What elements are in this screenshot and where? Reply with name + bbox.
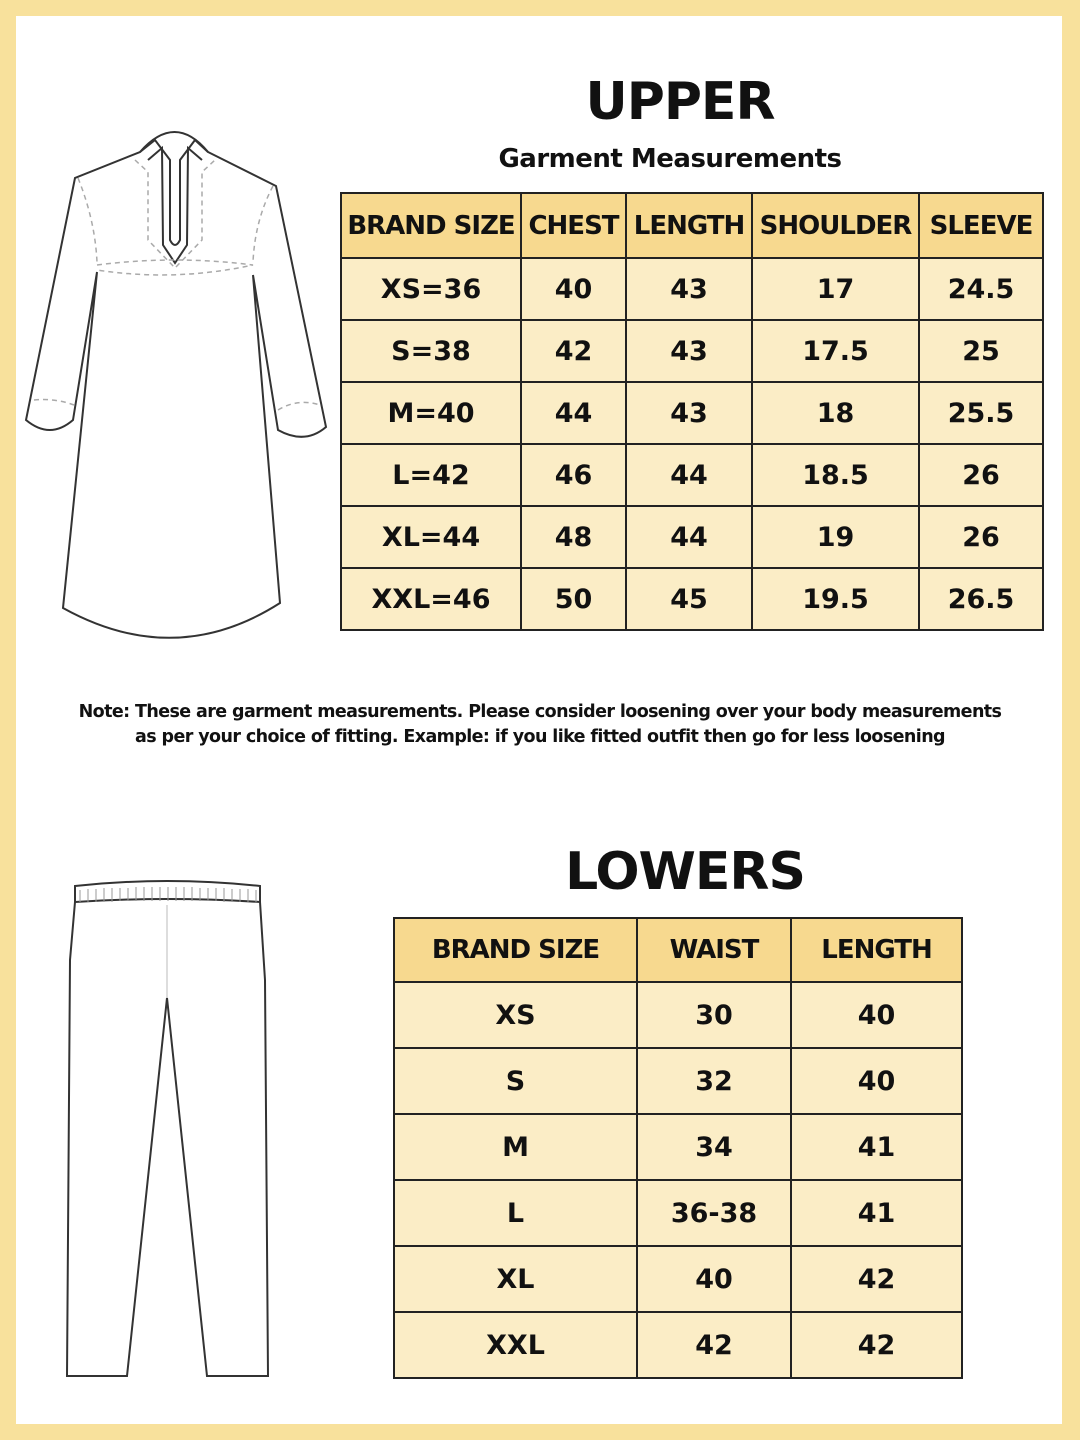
table-header-row: BRAND SIZE WAIST LENGTH	[393, 917, 963, 983]
table-cell: 44	[625, 443, 753, 507]
table-cell: 41	[790, 1179, 963, 1247]
table-cell: M=40	[340, 381, 522, 445]
header-length: LENGTH	[625, 192, 753, 259]
pants-illustration	[65, 880, 270, 1377]
upper-title: UPPER	[585, 72, 775, 132]
table-cell: 26	[918, 505, 1044, 569]
table-cell: 36-38	[636, 1179, 792, 1247]
table-cell: 46	[520, 443, 627, 507]
table-row: XS 30 40	[393, 981, 963, 1049]
table-row: XXL 42 42	[393, 1311, 963, 1379]
kurta-illustration	[24, 131, 328, 639]
table-row: L 36-38 41	[393, 1179, 963, 1247]
table-cell: 40	[790, 1047, 963, 1115]
table-cell: 30	[636, 981, 792, 1049]
table-cell: 44	[520, 381, 627, 445]
table-cell: XS=36	[340, 257, 522, 321]
note-line-2: as per your choice of fitting. Example: …	[135, 727, 946, 747]
table-cell: 18	[751, 381, 920, 445]
table-cell: L	[393, 1179, 638, 1247]
table-cell: 25	[918, 319, 1044, 383]
table-row: L=42 46 44 18.5 26	[340, 443, 1044, 507]
header-brand-size: BRAND SIZE	[393, 917, 638, 983]
table-cell: 40	[520, 257, 627, 321]
table-cell: XXL	[393, 1311, 638, 1379]
table-cell: 18.5	[751, 443, 920, 507]
table-row: XS=36 40 43 17 24.5	[340, 257, 1044, 321]
table-cell: 26.5	[918, 567, 1044, 631]
lowers-size-table: BRAND SIZE WAIST LENGTH XS 30 40 S 32 40 M 34 41…	[393, 917, 963, 1379]
table-cell: 42	[520, 319, 627, 383]
header-sleeve: SLEEVE	[918, 192, 1044, 259]
table-cell: L=42	[340, 443, 522, 507]
table-cell: S=38	[340, 319, 522, 383]
header-length: LENGTH	[790, 917, 963, 983]
table-cell: 19	[751, 505, 920, 569]
note-text: Note: These are garment measurements. Pl…	[40, 700, 1040, 750]
table-cell: 43	[625, 381, 753, 445]
table-row: XL 40 42	[393, 1245, 963, 1313]
table-cell: 50	[520, 567, 627, 631]
table-cell: S	[393, 1047, 638, 1115]
table-row: M 34 41	[393, 1113, 963, 1181]
table-row: XXL=46 50 45 19.5 26.5	[340, 567, 1044, 631]
header-waist: WAIST	[636, 917, 792, 983]
table-row: XL=44 48 44 19 26	[340, 505, 1044, 569]
table-cell: XL=44	[340, 505, 522, 569]
header-brand-size: BRAND SIZE	[340, 192, 522, 259]
table-cell: 32	[636, 1047, 792, 1115]
table-cell: XXL=46	[340, 567, 522, 631]
table-cell: 17	[751, 257, 920, 321]
table-cell: 19.5	[751, 567, 920, 631]
table-cell: 43	[625, 257, 753, 321]
table-cell: 44	[625, 505, 753, 569]
upper-subtitle: Garment Measurements	[498, 144, 842, 174]
table-cell: 42	[636, 1311, 792, 1379]
table-header-row: BRAND SIZE CHEST LENGTH SHOULDER SLEEVE	[340, 192, 1044, 259]
lowers-title: LOWERS	[565, 842, 806, 902]
table-row: M=40 44 43 18 25.5	[340, 381, 1044, 445]
table-row: S=38 42 43 17.5 25	[340, 319, 1044, 383]
table-cell: XL	[393, 1245, 638, 1313]
table-cell: XS	[393, 981, 638, 1049]
table-cell: 40	[636, 1245, 792, 1313]
table-cell: 45	[625, 567, 753, 631]
table-cell: 43	[625, 319, 753, 383]
header-chest: CHEST	[520, 192, 627, 259]
table-cell: 42	[790, 1311, 963, 1379]
table-cell: 25.5	[918, 381, 1044, 445]
header-shoulder: SHOULDER	[751, 192, 920, 259]
note-line-1: Note: These are garment measurements. Pl…	[78, 702, 1002, 722]
table-cell: 41	[790, 1113, 963, 1181]
table-cell: 26	[918, 443, 1044, 507]
table-cell: M	[393, 1113, 638, 1181]
upper-size-table: BRAND SIZE CHEST LENGTH SHOULDER SLEEVE …	[340, 192, 1044, 631]
table-cell: 42	[790, 1245, 963, 1313]
table-cell: 34	[636, 1113, 792, 1181]
table-cell: 17.5	[751, 319, 920, 383]
table-cell: 24.5	[918, 257, 1044, 321]
table-row: S 32 40	[393, 1047, 963, 1115]
table-cell: 40	[790, 981, 963, 1049]
table-cell: 48	[520, 505, 627, 569]
